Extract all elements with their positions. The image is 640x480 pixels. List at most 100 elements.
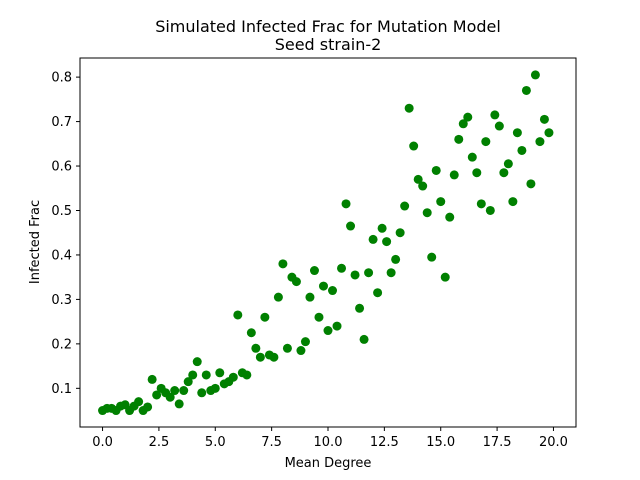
data-point <box>282 343 292 353</box>
data-point <box>391 254 401 264</box>
data-point <box>255 352 265 362</box>
y-tick-label: 0.8 <box>51 71 72 86</box>
data-point <box>192 357 202 367</box>
data-point <box>467 152 477 162</box>
data-point <box>305 292 315 302</box>
data-point <box>346 221 356 231</box>
data-point <box>228 372 238 382</box>
data-point <box>535 137 545 147</box>
data-points <box>98 70 554 416</box>
data-point <box>463 112 473 122</box>
data-point <box>332 321 342 331</box>
data-point <box>386 268 396 278</box>
data-point <box>314 312 324 322</box>
x-tick-label: 2.5 <box>149 435 170 450</box>
data-point <box>170 386 180 396</box>
data-point <box>318 281 328 291</box>
data-point <box>215 368 225 378</box>
y-tick-label: 0.6 <box>51 160 72 175</box>
data-point <box>472 168 482 178</box>
data-point <box>490 110 500 120</box>
data-point <box>422 208 432 218</box>
y-tick-label: 0.4 <box>51 248 72 263</box>
y-axis-label: Infected Frac <box>28 200 43 284</box>
data-point <box>201 370 211 380</box>
data-point <box>382 237 392 247</box>
data-point <box>300 337 310 347</box>
data-point <box>278 259 288 269</box>
data-point <box>404 103 414 113</box>
plot-area-frame <box>79 57 577 428</box>
data-point <box>409 141 419 151</box>
data-point <box>517 145 527 155</box>
x-tick-label: 17.5 <box>483 435 512 450</box>
data-point <box>544 128 554 138</box>
data-point <box>530 70 540 80</box>
x-tick-label: 12.5 <box>370 435 399 450</box>
data-point <box>494 121 504 131</box>
data-point <box>436 197 446 207</box>
data-point <box>512 128 522 138</box>
data-point <box>458 119 468 129</box>
data-point <box>445 212 455 222</box>
data-point <box>395 228 405 238</box>
data-point <box>242 370 252 380</box>
data-point <box>341 199 351 209</box>
data-point <box>134 397 144 407</box>
data-point <box>273 292 283 302</box>
data-point <box>328 286 338 296</box>
x-tick-label: 10.0 <box>314 435 343 450</box>
data-point <box>323 326 333 336</box>
data-point <box>197 388 207 398</box>
data-point <box>355 303 365 313</box>
data-point <box>337 263 347 273</box>
chart-title: Simulated Infected Frac for Mutation Mod… <box>155 17 501 36</box>
data-point <box>485 205 495 215</box>
x-axis-ticks: 0.0 2.5 5.0 7.5 10.0 12.5 15.0 17.5 20.0 <box>92 427 568 450</box>
data-point <box>364 268 374 278</box>
data-point <box>454 134 464 144</box>
data-point <box>481 137 491 147</box>
data-point <box>251 343 261 353</box>
data-point <box>476 199 486 209</box>
data-point <box>246 328 256 338</box>
data-point <box>269 352 279 362</box>
data-point <box>521 85 531 95</box>
data-point <box>233 310 243 320</box>
y-axis-ticks: 0.1 0.2 0.3 0.4 0.5 0.6 0.7 0.8 <box>51 71 80 397</box>
data-point <box>377 223 387 233</box>
data-point <box>418 181 428 191</box>
y-tick-label: 0.5 <box>51 204 72 219</box>
data-point <box>373 288 383 298</box>
data-point <box>291 277 301 287</box>
data-point <box>309 266 319 276</box>
data-point <box>508 197 518 207</box>
data-point <box>350 270 360 280</box>
data-point <box>179 386 189 396</box>
data-point <box>359 334 369 344</box>
data-point <box>431 165 441 175</box>
data-point <box>143 402 153 412</box>
y-tick-label: 0.7 <box>51 115 72 130</box>
data-point <box>503 159 513 169</box>
data-point <box>296 346 306 356</box>
x-tick-label: 7.5 <box>261 435 282 450</box>
data-point <box>174 399 184 409</box>
data-point <box>152 390 162 400</box>
x-tick-label: 5.0 <box>205 435 226 450</box>
data-point <box>165 392 175 402</box>
x-axis-label: Mean Degree <box>285 456 372 471</box>
x-tick-label: 15.0 <box>426 435 455 450</box>
data-point <box>210 383 220 393</box>
y-tick-label: 0.3 <box>51 293 72 308</box>
data-point <box>449 170 459 180</box>
chart-subtitle: Seed strain-2 <box>275 35 382 54</box>
data-point <box>499 168 509 178</box>
data-point <box>526 179 536 189</box>
y-tick-label: 0.1 <box>51 382 72 397</box>
data-point <box>539 114 549 124</box>
data-point <box>427 252 437 262</box>
x-tick-label: 20.0 <box>539 435 568 450</box>
